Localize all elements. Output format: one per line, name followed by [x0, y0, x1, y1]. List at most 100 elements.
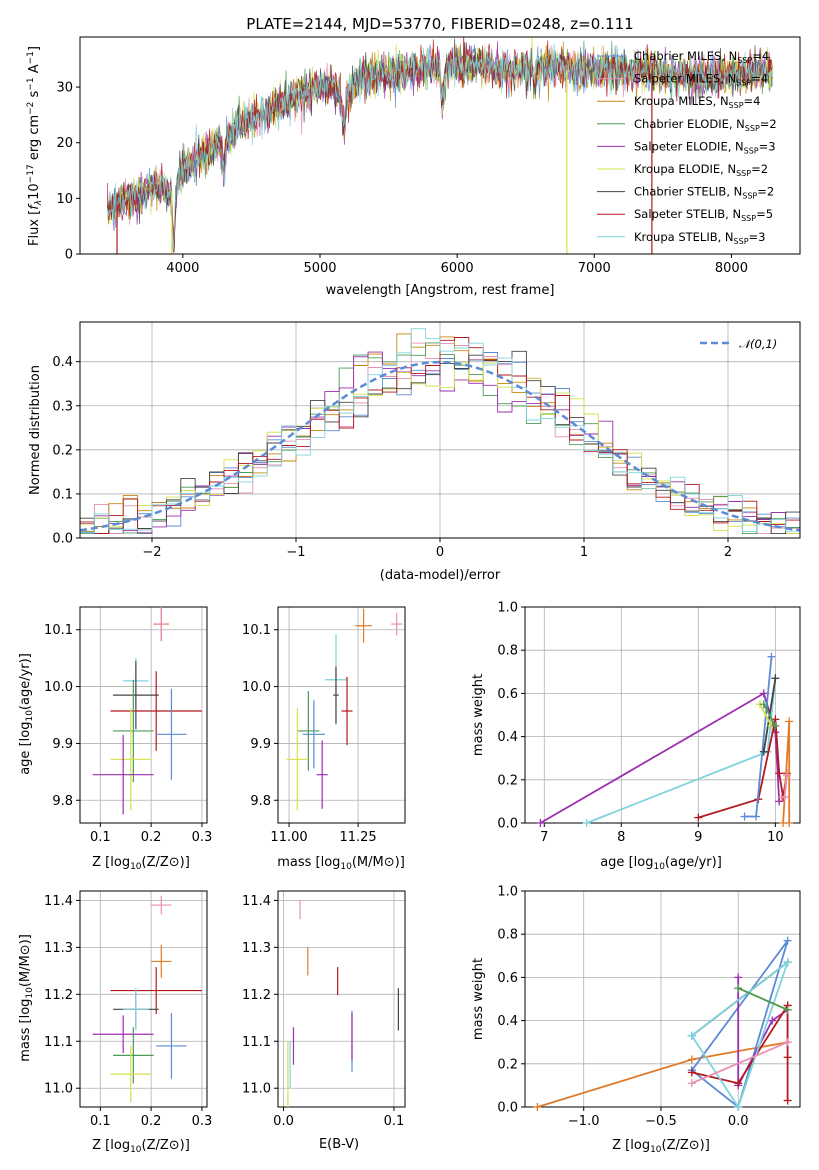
y-tick-label: 0.2 — [497, 1057, 518, 1072]
legend-label-tail: =5 — [756, 207, 773, 221]
spectrum-series-line — [107, 37, 773, 248]
ageZ-ylabel: age [log10(age/yr)] — [18, 653, 35, 775]
legend-label: Kroupa STELIB, NSSP=3 — [634, 230, 765, 246]
x-tick-label: 11.25 — [339, 830, 376, 845]
x-tick-label: −2 — [142, 545, 161, 560]
legend-label-tail: =2 — [757, 185, 774, 199]
legend-label: Chabrier ELODIE, NSSP=2 — [634, 117, 777, 133]
plot-frame — [79, 890, 208, 1108]
y-tick-label: 10.1 — [242, 623, 271, 638]
y-tick-label: 10 — [56, 192, 73, 207]
age-vs-Z-plot: 0.1 0.2 0.3 9.8 9.9 10.0 10.1 — [44, 606, 213, 845]
legend-label-sub: SSP — [741, 214, 756, 223]
x-tick-label: 0.1 — [90, 1114, 111, 1129]
residual-ylabel: Normed distribution — [28, 365, 43, 495]
mwZ-ylabel: mass weight — [471, 958, 486, 1040]
residual-lines — [80, 328, 800, 535]
mass-vs-ebv-plot: 0.0 0.1 11.0 11.1 11.2 11.3 11.4 — [242, 890, 406, 1129]
legend-label-sub: SSP — [729, 101, 744, 110]
massweight-vs-Z-plot: −1.0 −0.5 0.0 0.0 0.2 0.4 0.6 0.8 1.0 — [497, 885, 801, 1129]
x-tick-label: −1.0 — [568, 1114, 600, 1129]
x-tick-label: −0.5 — [645, 1114, 677, 1129]
x-tick-label: 6000 — [441, 261, 474, 276]
spectrum-xlabel: wavelength [Angstrom, rest frame] — [326, 283, 555, 298]
x-tick-label: 8 — [617, 830, 625, 845]
mwZ-xlabel: Z [log10(Z/Z⊙)] — [612, 1138, 710, 1155]
y-tick-label: 10.0 — [44, 680, 73, 695]
plot-frame — [524, 606, 801, 824]
massweight-vs-age-plot: 7 8 9 10 0.0 0.2 0.4 0.6 0.8 1.0 — [497, 601, 801, 845]
massweight-series-line — [691, 959, 790, 1110]
x-tick-label: 5000 — [303, 261, 336, 276]
y-tick-label: 0.8 — [497, 644, 518, 659]
legend-label-main: Salpeter ELODIE, N — [634, 139, 744, 153]
y-tick-label: 11.0 — [242, 1082, 271, 1097]
residual-histogram — [80, 337, 800, 535]
legend-label: Salpeter ELODIE, NSSP=3 — [634, 139, 776, 155]
y-tick-label: 11.1 — [44, 1035, 73, 1050]
residual-histogram — [80, 351, 800, 535]
x-tick-label: 0.1 — [384, 1114, 405, 1129]
y-tick-label: 30 — [56, 81, 73, 96]
legend-label-sub: SSP — [742, 192, 757, 201]
x-tick-label: 0.1 — [90, 830, 111, 845]
massweight-series-line — [698, 719, 788, 819]
residual-histogram — [80, 362, 800, 535]
legend-label-tail: =3 — [759, 139, 776, 153]
y-tick-label: 11.1 — [242, 1035, 271, 1050]
legend-label-tail: =4 — [752, 49, 769, 63]
residual-legend-label: 𝒩(0,1) — [739, 337, 777, 351]
x-tick-label: 9 — [694, 830, 702, 845]
y-tick-label: 1.0 — [497, 601, 518, 616]
legend-label-main: Chabrier ELODIE, N — [634, 117, 745, 131]
legend-label-main: Salpeter STELIB, N — [634, 207, 741, 221]
y-tick-label: 0.0 — [497, 817, 518, 832]
residual-histogram — [80, 328, 800, 534]
legend-label: Kroupa MILES, NSSP=4 — [634, 94, 760, 110]
massweight-series-line — [763, 703, 777, 727]
massweight-series-line — [759, 703, 773, 727]
legend-label-sub: SSP — [744, 146, 759, 155]
legend-label-main: Kroupa ELODIE, N — [634, 162, 736, 176]
y-tick-label: 11.2 — [242, 988, 271, 1003]
x-tick-label: 0.0 — [273, 1114, 294, 1129]
x-tick-label: 0.3 — [192, 830, 213, 845]
massweight-series-line — [737, 977, 789, 1086]
legend-label: Salpeter STELIB, NSSP=5 — [634, 207, 773, 223]
x-tick-label: 7000 — [578, 261, 611, 276]
x-tick-label: 7 — [540, 830, 548, 845]
y-tick-label: 0.2 — [497, 773, 518, 788]
mass-vs-Z-plot: 0.1 0.2 0.3 11.0 11.1 11.2 11.3 11.4 — [44, 890, 213, 1129]
y-tick-label: 10.1 — [44, 623, 73, 638]
y-tick-label: 9.9 — [250, 737, 271, 752]
plot-frame — [524, 890, 801, 1108]
y-tick-label: 20 — [56, 136, 73, 151]
x-tick-label: 0.2 — [141, 1114, 162, 1129]
x-tick-label: 0.3 — [192, 1114, 213, 1129]
massweight-series-line — [691, 1041, 788, 1085]
x-tick-label: 0.0 — [728, 1114, 749, 1129]
legend-label-tail: =4 — [751, 72, 768, 86]
x-tick-label: 8000 — [715, 261, 748, 276]
y-tick-label: 0.2 — [52, 443, 73, 458]
y-tick-label: 0.4 — [52, 355, 73, 370]
residual-legend: 𝒩(0,1) — [700, 337, 777, 351]
plot-frame — [277, 890, 406, 1108]
x-tick-label: 10 — [767, 830, 784, 845]
y-tick-label: 11.3 — [242, 941, 271, 956]
y-tick-label: 0.0 — [497, 1101, 518, 1116]
y-tick-label: 0.8 — [497, 928, 518, 943]
mZ-xlabel: Z [log10(Z/Z⊙)] — [92, 1138, 190, 1155]
plot-frame — [277, 606, 406, 824]
legend-label-sub: SSP — [737, 56, 752, 65]
legend-label: Chabrier STELIB, NSSP=2 — [634, 185, 774, 201]
x-tick-label: 1 — [580, 545, 588, 560]
legend-label-tail: =3 — [749, 230, 766, 244]
x-tick-label: 0 — [436, 545, 444, 560]
legend-label: Chabrier MILES, NSSP=4 — [634, 49, 769, 65]
legend-label-sub: SSP — [736, 79, 751, 88]
x-tick-label: 4000 — [166, 261, 199, 276]
legend-label-tail: =2 — [751, 162, 768, 176]
legend-label-sub: SSP — [736, 169, 751, 178]
y-tick-label: 11.3 — [44, 941, 73, 956]
